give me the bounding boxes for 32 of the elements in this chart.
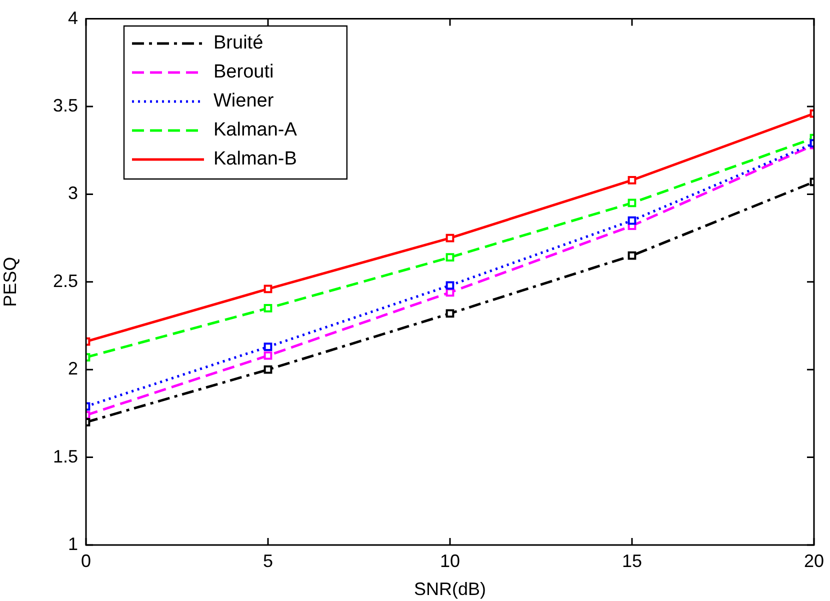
point	[446, 309, 454, 318]
point	[628, 176, 636, 184]
y-tick-label: 3	[68, 183, 78, 204]
y-tick-label: 3.5	[52, 95, 78, 116]
x-tick-label: 0	[80, 550, 92, 571]
x-tick-label: 10	[440, 550, 460, 571]
point	[446, 234, 454, 242]
point	[264, 304, 272, 312]
y-axis-title: PESQ	[0, 256, 20, 307]
x-tick-label: 5	[262, 550, 274, 571]
y-tick-label: 1	[68, 534, 78, 554]
point	[264, 342, 272, 351]
x-axis-title: SNR(dB)	[414, 579, 486, 600]
y-tick-label: 2.5	[52, 270, 78, 291]
legend-label: Bruité	[214, 32, 264, 54]
point	[446, 253, 454, 262]
point	[446, 281, 454, 290]
y-tick-label: 1.5	[52, 446, 78, 466]
legend-label: Kalman-A	[214, 120, 298, 141]
point	[628, 251, 636, 260]
x-tick-label: 20	[804, 550, 824, 571]
y-tick-label: 2	[68, 358, 78, 379]
legend-label: Kalman-B	[214, 148, 297, 170]
point	[264, 351, 272, 360]
x-tick-label: 15	[622, 550, 642, 571]
point	[628, 216, 636, 225]
y-tick-label: 4	[68, 8, 78, 28]
point	[628, 198, 636, 208]
legend-label: Wiener	[214, 90, 274, 112]
point	[264, 284, 272, 294]
legend-label: Berouti	[214, 62, 274, 83]
point	[264, 365, 272, 374]
